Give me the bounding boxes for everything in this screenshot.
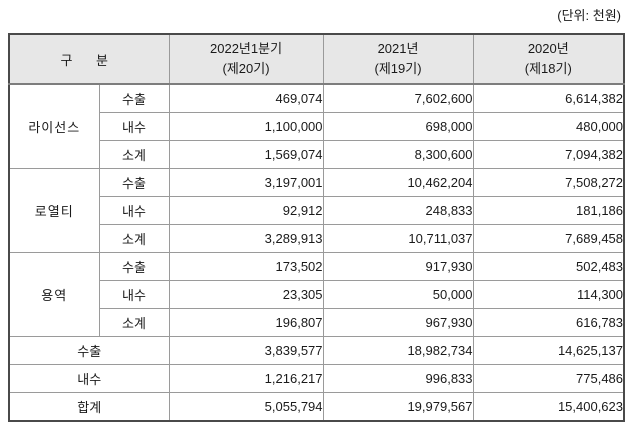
row-label: 소계 [98,308,170,337]
value-cell: 996,833 [322,364,474,393]
header-period-title: 2022년1분기 [210,40,283,56]
value-cell: 18,982,734 [322,336,474,365]
value-cell: 480,000 [472,112,625,141]
value-cell: 7,689,458 [472,224,625,253]
table-header: 구 분 2022년1분기 (제20기) 2021년 (제19기) 2020년 (… [8,33,625,85]
unit-label: (단위: 천원) [557,8,621,23]
value-cell: 616,783 [472,308,625,337]
value-cell: 6,614,382 [472,83,625,113]
table-row: 소계 3,289,913 10,711,037 7,689,458 [9,224,625,253]
row-label: 수출 [98,168,170,197]
value-cell: 7,602,600 [322,83,474,113]
header-period-title: 2020년 [527,40,569,56]
total-label-export: 수출 [8,336,170,365]
value-cell: 10,462,204 [322,168,474,197]
value-cell: 1,569,074 [168,140,324,169]
value-cell: 196,807 [168,308,324,337]
table-row: 용역 수출 173,502 917,930 502,483 [8,252,625,337]
header-period-term: (제18기) [524,61,572,76]
value-cell: 3,839,577 [168,336,324,365]
table-row: 내수 92,912 248,833 181,186 [9,196,625,225]
header-cell-2020: 2020년 (제18기) [472,33,625,85]
value-cell: 23,305 [168,280,324,309]
table-row-total-export: 수출 3,839,577 18,982,734 14,625,137 [8,336,625,365]
row-label: 소계 [98,140,170,169]
value-cell: 248,833 [322,196,474,225]
row-label: 내수 [98,196,170,225]
value-cell: 7,508,272 [472,168,625,197]
table-row: 라이선스 수출 469,074 7,602,600 6,614,382 [8,83,625,169]
row-label: 내수 [98,280,170,309]
header-row: 구 분 2022년1분기 (제20기) 2021년 (제19기) 2020년 (… [8,33,625,85]
row-label: 수출 [98,252,170,281]
value-cell: 8,300,600 [322,140,474,169]
value-cell: 967,930 [322,308,474,337]
value-cell: 1,216,217 [168,364,324,393]
value-cell: 502,483 [472,252,625,281]
table-row-grand-total: 합계 5,055,794 19,979,567 15,400,623 [8,392,625,422]
value-cell: 917,930 [322,252,474,281]
total-label-domestic: 내수 [8,364,170,393]
value-cell: 698,000 [322,112,474,141]
revenue-breakdown-table: 구 분 2022년1분기 (제20기) 2021년 (제19기) 2020년 (… [8,33,626,422]
header-cell-2021: 2021년 (제19기) [322,33,474,85]
group-label-royalty: 로열티 [8,168,100,253]
header-period-term: (제19기) [374,61,422,76]
grand-total-label: 합계 [8,392,170,422]
group-label-license: 라이선스 [8,83,100,169]
table-row: 내수 1,100,000 698,000 480,000 [9,112,625,141]
table-row: 소계 196,807 967,930 616,783 [9,308,625,337]
table-row: 로열티 수출 3,197,001 10,462,204 7,508,272 [8,168,625,253]
row-label: 수출 [98,83,170,113]
table-row: 내수 23,305 50,000 114,300 [9,280,625,309]
value-cell: 114,300 [472,280,625,309]
table-row-total-domestic: 내수 1,216,217 996,833 775,486 [8,364,625,393]
value-cell: 15,400,623 [472,392,625,422]
value-cell: 469,074 [168,83,324,113]
value-cell: 173,502 [168,252,324,281]
value-cell: 3,197,001 [168,168,324,197]
value-cell: 5,055,794 [168,392,324,422]
row-label: 소계 [98,224,170,253]
value-cell: 19,979,567 [322,392,474,422]
header-cell-category: 구 분 [8,33,170,85]
value-cell: 14,625,137 [472,336,625,365]
header-period-title: 2021년 [377,40,419,56]
value-cell: 50,000 [322,280,474,309]
header-cell-2022q1: 2022년1분기 (제20기) [168,33,324,85]
value-cell: 181,186 [472,196,625,225]
header-period-term: (제20기) [222,61,270,76]
table-row: 소계 1,569,074 8,300,600 7,094,382 [9,140,625,169]
value-cell: 7,094,382 [472,140,625,169]
value-cell: 10,711,037 [322,224,474,253]
value-cell: 92,912 [168,196,324,225]
group-label-service: 용역 [8,252,100,337]
value-cell: 3,289,913 [168,224,324,253]
value-cell: 1,100,000 [168,112,324,141]
value-cell: 775,486 [472,364,625,393]
row-label: 내수 [98,112,170,141]
